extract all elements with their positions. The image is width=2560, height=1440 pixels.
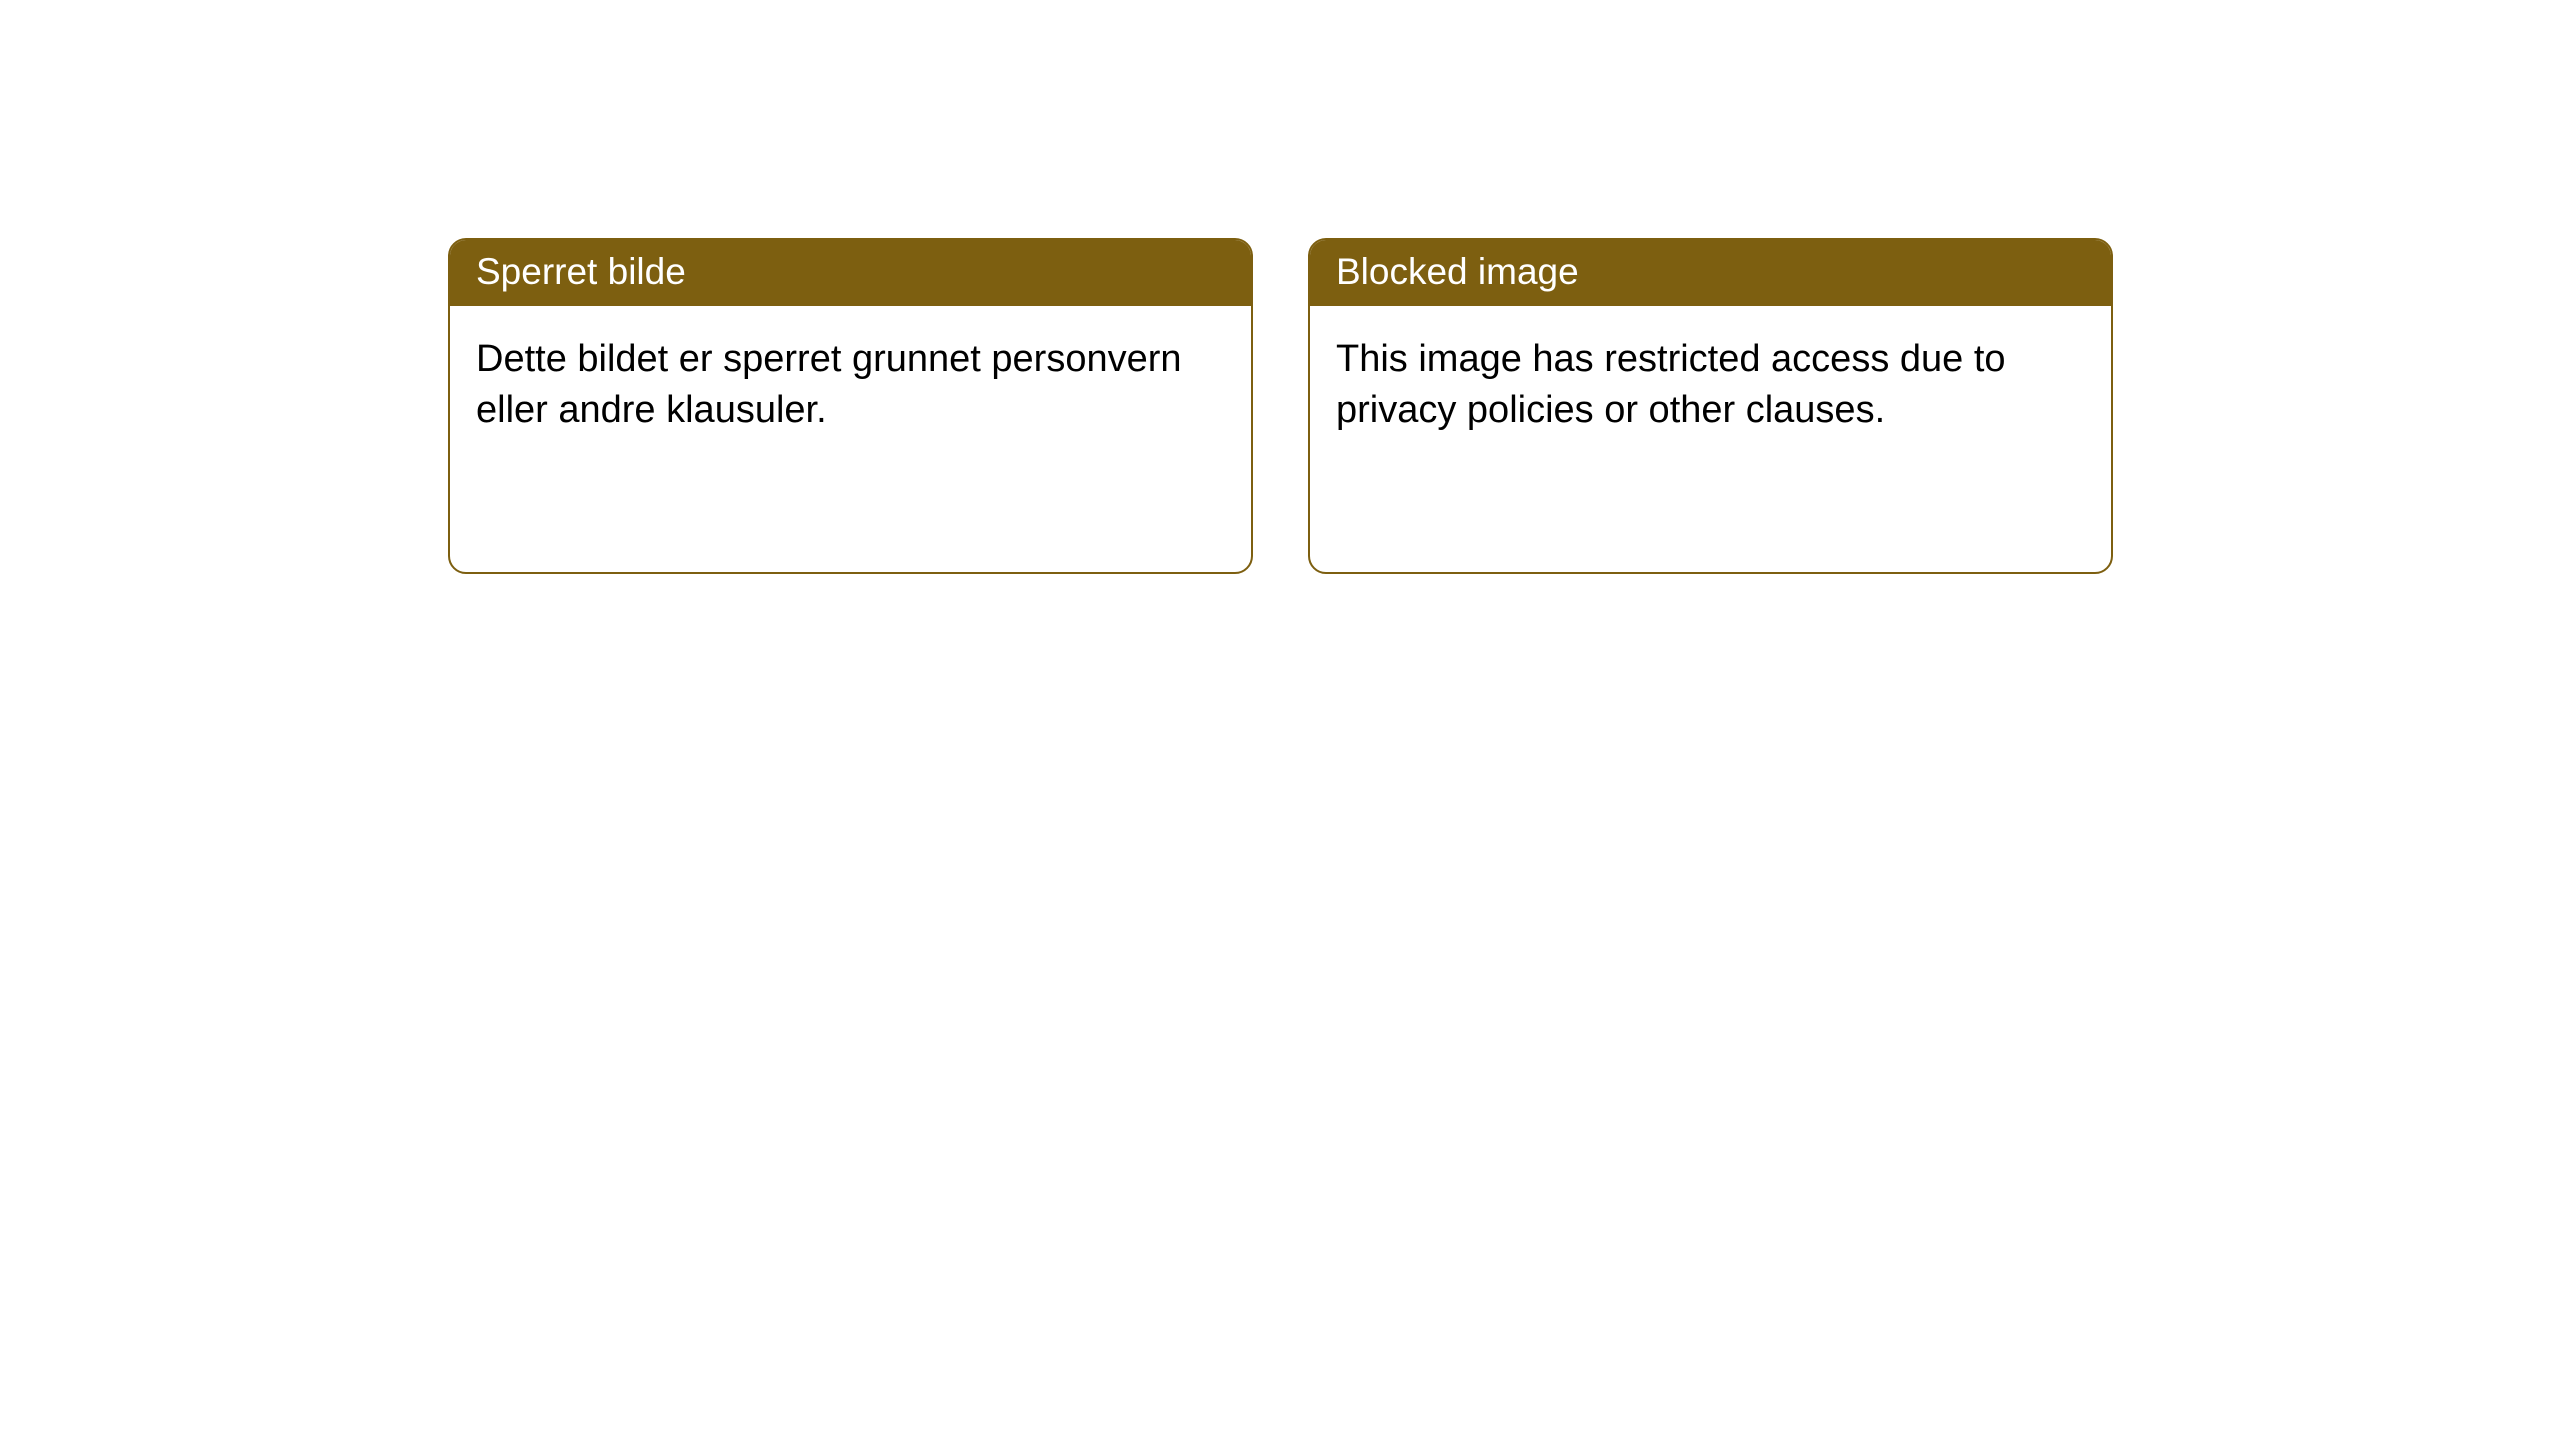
- notice-card-en: Blocked image This image has restricted …: [1308, 238, 2113, 574]
- notice-card-header: Blocked image: [1310, 240, 2111, 306]
- notice-card-header: Sperret bilde: [450, 240, 1251, 306]
- notice-card-no: Sperret bilde Dette bildet er sperret gr…: [448, 238, 1253, 574]
- notice-cards-container: Sperret bilde Dette bildet er sperret gr…: [0, 0, 2560, 574]
- notice-card-body: Dette bildet er sperret grunnet personve…: [450, 306, 1251, 465]
- notice-card-body: This image has restricted access due to …: [1310, 306, 2111, 465]
